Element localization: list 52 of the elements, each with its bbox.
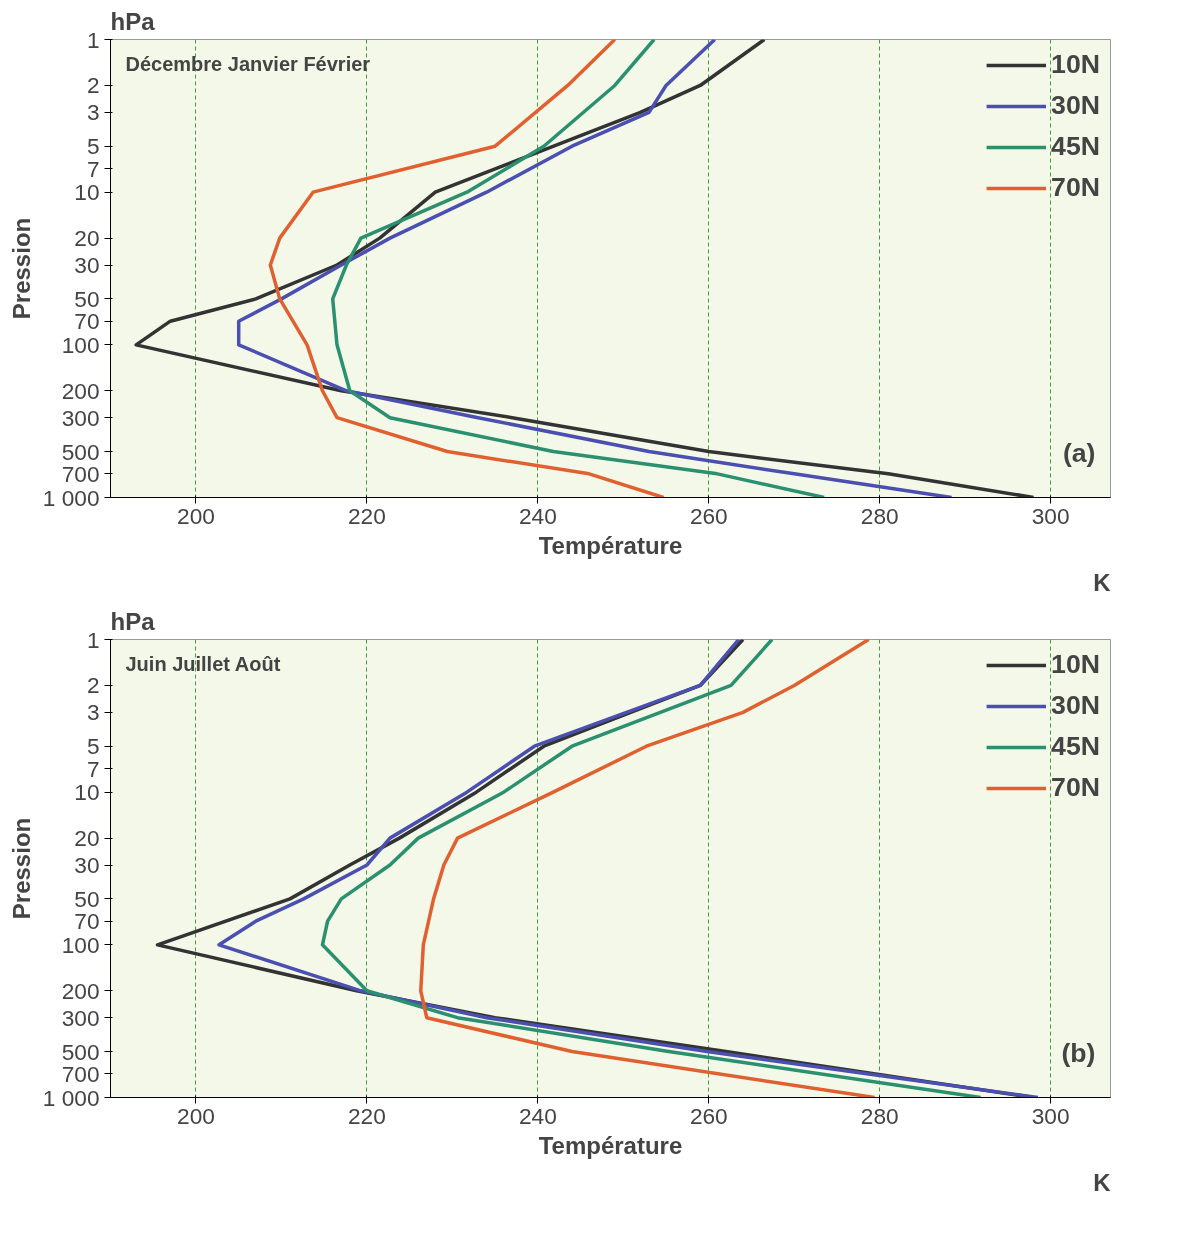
x-tick-label: 300: [1031, 502, 1070, 529]
y-axis-title: Pression: [7, 817, 35, 920]
y-tick-label: 3: [86, 699, 100, 726]
y-tick-label: 10: [74, 179, 100, 206]
y-tick-label: 10: [74, 779, 100, 806]
y-tick-label: 300: [61, 1004, 100, 1031]
legend-label: 45N: [1051, 131, 1100, 162]
y-tick-label: 2: [86, 72, 100, 99]
x-axis-title: Température: [538, 531, 683, 559]
annotation: (a): [1062, 437, 1096, 468]
y-tick-label: 1 000: [42, 1084, 100, 1111]
y-tick-label: 200: [61, 377, 100, 404]
y-tick-label: 200: [61, 977, 100, 1004]
annotation: (b): [1061, 1037, 1096, 1068]
y-tick-label: 20: [74, 225, 100, 252]
legend-label: 70N: [1051, 172, 1100, 203]
y-tick-label: 30: [74, 252, 100, 279]
text: K: [1093, 568, 1112, 596]
legend-label: 45N: [1051, 731, 1100, 762]
y-tick-label: 30: [74, 852, 100, 879]
y-tick-label: 1: [86, 626, 100, 653]
x-tick-label: 260: [689, 502, 728, 529]
legend-label: 30N: [1051, 90, 1100, 121]
legend-label: 10N: [1051, 649, 1100, 680]
x-tick-label: 220: [348, 502, 386, 529]
x-tick-label: 220: [348, 1102, 386, 1129]
text: Juin Juillet Août: [125, 652, 281, 675]
text: hPa: [110, 607, 156, 635]
y-tick-label: 1: [86, 26, 100, 53]
y-tick-label: 2: [86, 672, 100, 699]
x-tick-label: 240: [518, 502, 557, 529]
line-series: [320, 639, 983, 1098]
text: K: [1093, 1168, 1112, 1196]
x-tick-label: 300: [1031, 1102, 1070, 1129]
y-tick-label: 1 000: [42, 484, 100, 511]
text: hPa: [110, 7, 156, 35]
x-tick-label: 200: [177, 1102, 215, 1129]
x-tick-label: 280: [860, 1102, 899, 1129]
legend-label: 70N: [1051, 772, 1100, 803]
x-tick-label: 260: [689, 1102, 728, 1129]
x-axis-title: Température: [538, 1131, 683, 1159]
y-tick-label: 20: [74, 825, 100, 852]
legend-label: 30N: [1051, 690, 1100, 721]
y-axis-title: Pression: [7, 217, 35, 320]
y-tick-label: 300: [61, 404, 100, 431]
legend-label: 10N: [1051, 49, 1100, 80]
text: Décembre Janvier Février: [125, 52, 371, 75]
line-series: [419, 639, 877, 1098]
y-tick-label: 3: [86, 99, 100, 126]
x-tick-label: 280: [860, 502, 899, 529]
x-tick-label: 200: [177, 502, 215, 529]
x-tick-label: 240: [518, 1102, 557, 1129]
